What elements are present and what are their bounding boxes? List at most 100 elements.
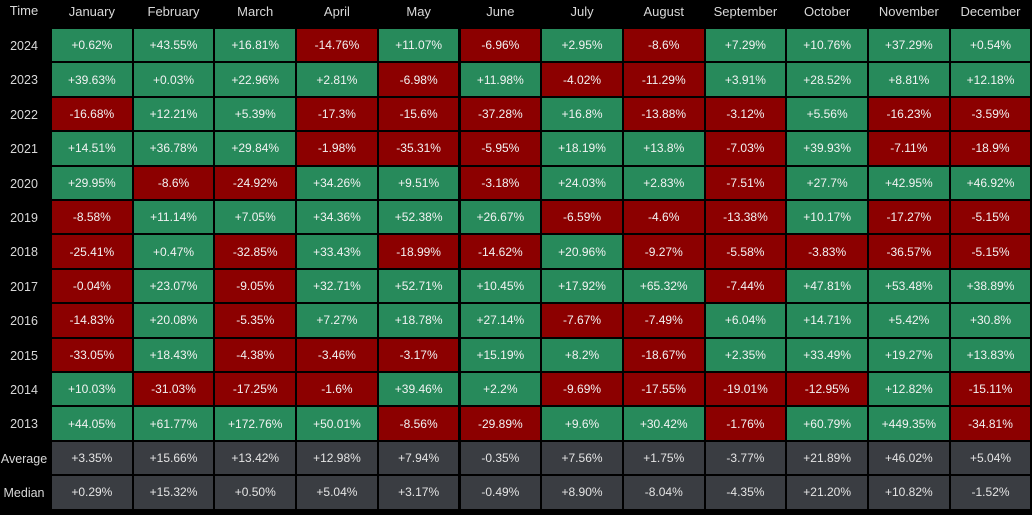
- heatmap-cell: +19.27%: [869, 338, 949, 371]
- heatmap-cell: -5.35%: [215, 304, 296, 337]
- row-label: 2014: [10, 383, 38, 397]
- heatmap-cell: -6.96%: [460, 29, 541, 62]
- row-label: 2020: [10, 176, 38, 191]
- heatmap-cell: -37.28%: [460, 97, 541, 131]
- heatmap-cell: +33.49%: [787, 338, 867, 371]
- column-header: July: [570, 4, 594, 19]
- row-label: 2015: [10, 348, 38, 363]
- heatmap-cell: -7.49%: [623, 304, 704, 337]
- heatmap-cell: -31.03%: [133, 373, 214, 406]
- heatmap-cell: +22.96%: [215, 63, 296, 96]
- heatmap-cell: +18.43%: [133, 338, 214, 371]
- heatmap-cell: -9.27%: [623, 235, 704, 268]
- heatmap-cell: +5.56%: [787, 97, 867, 131]
- heatmap-cell: -18.67%: [623, 338, 704, 371]
- heatmap-cell: -17.27%: [869, 201, 949, 234]
- summary-cell: -0.49%: [460, 476, 541, 509]
- heatmap-cell: +26.67%: [460, 201, 541, 234]
- heatmap-cell: -5.15%: [950, 201, 1031, 234]
- row-label: 2021: [10, 142, 38, 157]
- column-header: March: [237, 4, 274, 19]
- heatmap-cell: +7.29%: [705, 29, 786, 62]
- column-header: October: [804, 4, 851, 19]
- heatmap-cell: +12.82%: [869, 373, 949, 406]
- heatmap-cell: +9.51%: [378, 166, 459, 199]
- heatmap-cell: +53.48%: [869, 269, 949, 303]
- summary-cell: -1.52%: [950, 476, 1031, 509]
- heatmap-cell: -13.38%: [705, 201, 786, 234]
- heatmap-cell: +11.14%: [133, 201, 214, 234]
- heatmap-cell: -7.51%: [705, 166, 786, 199]
- heatmap-cell: -18.9%: [950, 132, 1031, 165]
- heatmap-cell: -35.31%: [378, 132, 459, 165]
- heatmap-cell: +8.81%: [869, 63, 949, 96]
- heatmap-cell: +0.54%: [950, 29, 1031, 62]
- column-header: January: [68, 4, 115, 19]
- heatmap-cell: +10.17%: [787, 201, 867, 234]
- heatmap-cell: +3.91%: [705, 63, 786, 96]
- heatmap-cell: +16.81%: [215, 29, 296, 62]
- summary-cell: +21.20%: [787, 476, 867, 509]
- heatmap-cell: +17.92%: [542, 269, 622, 303]
- heatmap-cell: +2.83%: [623, 166, 704, 199]
- heatmap-cell: +449.35%: [869, 407, 949, 440]
- heatmap-cell: +34.36%: [297, 201, 377, 234]
- summary-cell: +7.56%: [542, 441, 622, 475]
- heatmap-cell: +52.38%: [378, 201, 459, 234]
- heatmap-cell: -14.76%: [297, 29, 377, 62]
- heatmap-cell: -17.25%: [215, 373, 296, 406]
- heatmap-cell: +8.2%: [542, 338, 622, 371]
- summary-cell: +12.98%: [297, 441, 377, 475]
- heatmap-cell: -29.89%: [460, 407, 541, 440]
- summary-cell: +0.50%: [215, 476, 296, 509]
- heatmap-cell: +39.93%: [787, 132, 867, 165]
- heatmap-cell: -24.92%: [215, 166, 296, 199]
- heatmap-cell: -32.85%: [215, 235, 296, 268]
- heatmap-cell: -1.6%: [297, 373, 377, 406]
- heatmap-cell: +27.14%: [460, 304, 541, 337]
- row-label: 2017: [10, 279, 38, 294]
- heatmap-cell: -9.05%: [215, 269, 296, 303]
- summary-cell: +21.89%: [787, 441, 867, 475]
- heatmap-cell: -0.04%: [52, 269, 132, 303]
- heatmap-cell: -3.59%: [950, 97, 1031, 131]
- heatmap-cell: -9.69%: [542, 373, 622, 406]
- heatmap-cell: -25.41%: [52, 235, 132, 268]
- heatmap-cell: -17.55%: [623, 373, 704, 406]
- row-label: 2022: [10, 107, 38, 122]
- heatmap-cell: -16.23%: [869, 97, 949, 131]
- heatmap-cell: +29.84%: [215, 132, 296, 165]
- heatmap-cell: +34.26%: [297, 166, 377, 199]
- heatmap-cell: +0.03%: [133, 63, 214, 96]
- column-header: August: [643, 4, 684, 19]
- heatmap-cell: +0.47%: [133, 235, 214, 268]
- column-header: November: [878, 4, 939, 19]
- heatmap-cell: -33.05%: [52, 338, 132, 371]
- heatmap-cell: +13.83%: [950, 338, 1031, 371]
- heatmap-cell: -4.38%: [215, 338, 296, 371]
- heatmap-cell: -12.95%: [787, 373, 867, 406]
- summary-cell: -4.35%: [705, 476, 786, 509]
- column-header: December: [960, 4, 1021, 19]
- summary-cell: -8.04%: [623, 476, 704, 509]
- heatmap-cell: -8.58%: [52, 201, 132, 234]
- heatmap-cell: +6.04%: [705, 304, 786, 337]
- heatmap-cell: +14.51%: [52, 132, 132, 165]
- heatmap-cell: +11.07%: [378, 29, 459, 62]
- heatmap-cell: -15.6%: [378, 97, 459, 131]
- heatmap-cell: +0.62%: [52, 29, 132, 62]
- heatmap-cell: -3.17%: [378, 338, 459, 371]
- column-header: February: [147, 4, 200, 19]
- heatmap-cell: -4.6%: [623, 201, 704, 234]
- heatmap-cell: -8.56%: [378, 407, 459, 440]
- heatmap-cell: -16.68%: [52, 97, 132, 131]
- heatmap-cell: -15.11%: [950, 373, 1031, 406]
- heatmap-cell: +15.19%: [460, 338, 541, 371]
- column-header: September: [713, 4, 778, 19]
- summary-cell: +15.32%: [133, 476, 214, 509]
- heatmap-cell: -7.03%: [705, 132, 786, 165]
- heatmap-cell: -19.01%: [705, 373, 786, 406]
- row-label: 2018: [10, 245, 38, 260]
- summary-cell: +46.02%: [869, 441, 949, 475]
- heatmap-cell: -5.95%: [460, 132, 541, 165]
